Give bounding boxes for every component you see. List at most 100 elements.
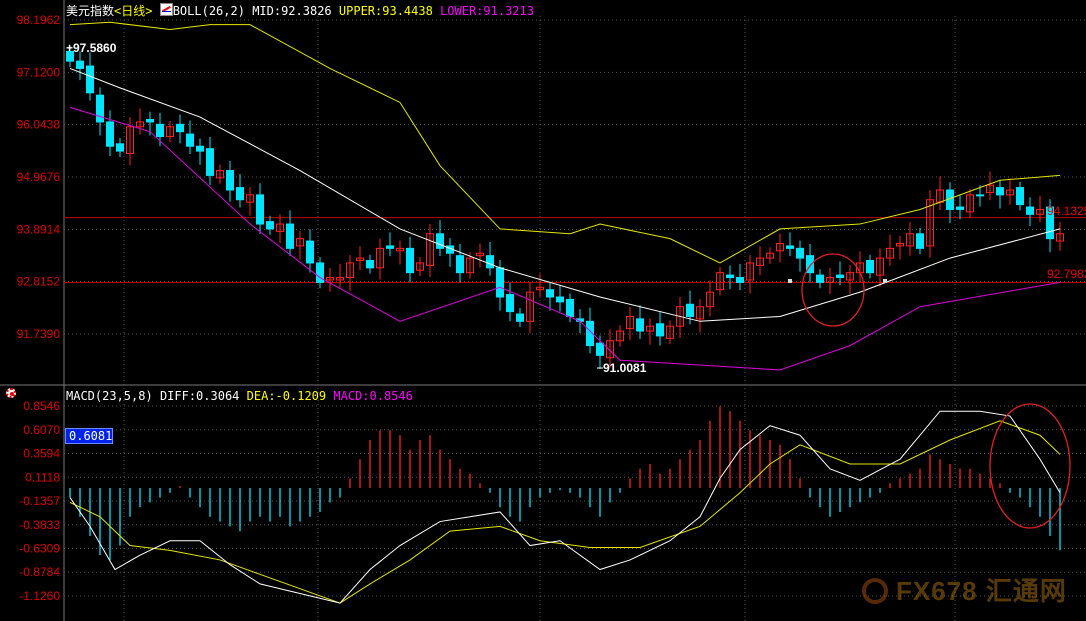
macd-tick-label: 0.8546 [23, 399, 60, 413]
candle-down [456, 255, 464, 274]
candle-up [926, 199, 934, 247]
macd-tick-label: -1.1260 [19, 589, 60, 603]
candle-down [86, 65, 94, 94]
lower-band-label: 92.7982 [1047, 267, 1086, 281]
candle-up [1056, 233, 1064, 242]
boll-lower-line [69, 106, 1061, 371]
last-price-label: 94.1325 [1047, 204, 1086, 218]
candle-down [736, 277, 744, 283]
candle-down [436, 233, 444, 249]
candle-up [326, 277, 334, 281]
indicator-settings-icon[interactable] [6, 388, 16, 398]
macd-header: MACD(23,5,8) DIFF:0.3064 DEA:-0.1209 MAC… [66, 389, 413, 403]
boll-mid: MID:92.3826 [252, 4, 332, 18]
macd-tick-label: 0.1118 [25, 470, 60, 484]
highlight-circle [801, 253, 865, 327]
candle-up [696, 306, 704, 320]
boll-upper: UPPER:93.4438 [338, 4, 433, 18]
candle-up [966, 194, 974, 213]
marker-dot [883, 279, 887, 283]
candle-up [296, 238, 304, 247]
candle-up [536, 286, 544, 291]
instrument-title: 美元指数 [66, 4, 115, 18]
candle-down [226, 170, 234, 191]
candle-down [266, 221, 274, 230]
candle-down [176, 123, 184, 133]
candle-up [846, 272, 854, 281]
candle-up [876, 257, 884, 276]
candle-down [546, 289, 554, 298]
macd-label: MACD(23,5,8) [66, 389, 153, 403]
candle-up [626, 315, 634, 330]
candle-up [986, 184, 994, 193]
candle-down [916, 233, 924, 249]
candle-down [556, 296, 564, 303]
candle-down [196, 145, 204, 152]
candle-down [1026, 206, 1034, 215]
candle-up [346, 262, 354, 279]
macd-tick-label: -0.8784 [19, 565, 60, 579]
boll-lower: LOWER:91.3213 [440, 4, 534, 18]
candle-down [306, 240, 314, 264]
candle-up [426, 233, 434, 266]
candle-down [566, 298, 574, 317]
candle-up [136, 121, 144, 128]
candle-up [416, 262, 424, 271]
candle-up [716, 272, 724, 291]
candle-down [76, 60, 84, 69]
candle-up [896, 243, 904, 247]
candle-down [806, 255, 814, 274]
candle-down [146, 119, 154, 123]
candle-up [826, 277, 834, 283]
price-tick-label: 97.1200 [17, 65, 61, 79]
candle-up [376, 247, 384, 269]
macd-tick-label: 0.3594 [23, 447, 60, 461]
price-tick-label: 92.8152 [17, 275, 61, 289]
candle-down [486, 255, 494, 269]
price-tick-label: 94.9676 [17, 170, 61, 184]
candle-up [126, 126, 134, 155]
candle-down [1046, 206, 1054, 240]
candle-up [526, 291, 534, 322]
candle-down [516, 313, 524, 322]
candle-up [356, 257, 364, 262]
watermark-text: FX678 汇通网 [896, 576, 1067, 606]
candle-down [116, 143, 124, 152]
marker-dot [788, 279, 792, 283]
candle-down [186, 133, 194, 147]
candle-down [586, 320, 594, 347]
watermark: FX678 汇通网 [862, 571, 1067, 608]
candle-down [836, 274, 844, 279]
dea-line [69, 420, 1061, 604]
boll-mid-line [69, 67, 1061, 322]
candle-down [316, 262, 324, 283]
candle-up [776, 243, 784, 252]
candle-down [786, 245, 794, 249]
candle-up [276, 223, 284, 232]
macd-tick-label: 0.6070 [23, 423, 60, 437]
boll-label: BOLL(26,2) [172, 4, 245, 18]
boll-icon[interactable] [159, 3, 173, 16]
candle-down [366, 260, 374, 269]
candle-up [166, 126, 174, 138]
candle-down [686, 303, 694, 317]
macd-tick-label: -0.1357 [19, 494, 60, 508]
candle-down [286, 223, 294, 249]
candle-down [506, 294, 514, 313]
candle-down [596, 342, 604, 356]
candle-up [1006, 189, 1014, 196]
candle-down [976, 194, 984, 197]
price-tick-label: 91.7390 [17, 327, 61, 341]
macd-tick-label: -0.6309 [19, 542, 60, 556]
candle-up [666, 325, 674, 339]
price-tick-label: 96.0438 [17, 118, 61, 132]
diff-line [69, 410, 1061, 604]
period-label[interactable]: <日线> [114, 4, 153, 18]
candle-down [156, 123, 164, 138]
min-price-label: 91.0081 [603, 361, 647, 375]
candle-down [256, 194, 264, 225]
candle-up [466, 257, 474, 274]
macd-dea: DEA:-0.1209 [246, 389, 327, 403]
highlight-circle [989, 403, 1071, 529]
candle-down [956, 206, 964, 210]
